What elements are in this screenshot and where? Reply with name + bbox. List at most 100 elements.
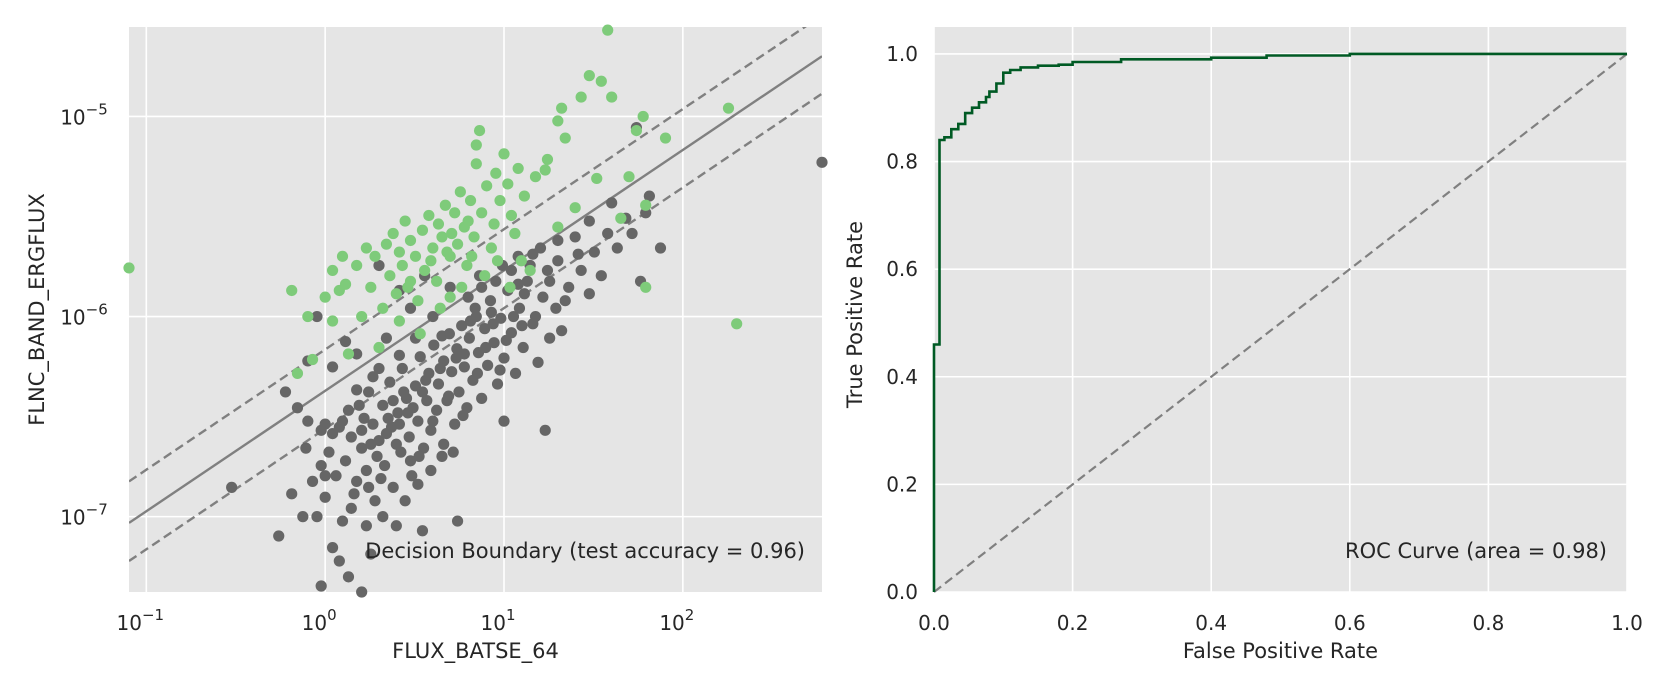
scatter-point bbox=[481, 180, 493, 192]
scatter-point bbox=[412, 415, 424, 427]
scatter-point bbox=[356, 442, 368, 454]
scatter-point bbox=[552, 115, 564, 127]
scatter-point bbox=[396, 259, 408, 272]
scatter-point bbox=[517, 341, 529, 354]
scatter-point bbox=[498, 415, 510, 427]
scatter-point bbox=[602, 24, 614, 36]
scatter-point bbox=[438, 438, 450, 450]
scatter-point bbox=[315, 459, 327, 472]
scatter-point bbox=[412, 295, 424, 307]
scatter-point bbox=[659, 132, 672, 144]
scatter-point bbox=[446, 366, 458, 378]
scatter-point bbox=[722, 102, 735, 114]
roc-plot-area bbox=[934, 27, 1627, 592]
scatter-point bbox=[365, 438, 377, 450]
scatter-point bbox=[358, 412, 370, 424]
scatter-point bbox=[449, 418, 461, 430]
scatter-point bbox=[326, 315, 339, 327]
scatter-point bbox=[416, 386, 429, 398]
scatter-point bbox=[498, 352, 510, 364]
scatter-point bbox=[432, 218, 445, 230]
scatter-point bbox=[351, 384, 363, 396]
scatter-point bbox=[588, 246, 600, 258]
scatter-point bbox=[311, 310, 323, 323]
scatter-x-axis-label: FLUX_BATSE_64 bbox=[392, 639, 559, 664]
scatter-point bbox=[479, 270, 491, 282]
scatter-point bbox=[494, 194, 506, 207]
scatter-point bbox=[326, 361, 339, 373]
scatter-point bbox=[336, 515, 349, 527]
scatter-point bbox=[363, 386, 375, 398]
scatter-point bbox=[427, 242, 439, 254]
scatter-point bbox=[637, 110, 649, 123]
scatter-point bbox=[446, 227, 458, 240]
roc-x-tick-label: 0.6 bbox=[1334, 611, 1366, 635]
scatter-point bbox=[392, 407, 404, 419]
scatter-point bbox=[387, 481, 399, 493]
scatter-point bbox=[507, 310, 520, 323]
scatter-point bbox=[427, 415, 439, 427]
scatter-point bbox=[300, 442, 312, 454]
scatter-point bbox=[502, 178, 514, 190]
scatter-point bbox=[306, 353, 319, 366]
roc-y-tick-label: 0.2 bbox=[886, 472, 918, 496]
scatter-point bbox=[484, 295, 497, 307]
scatter-points bbox=[123, 24, 828, 598]
scatter-point bbox=[640, 199, 652, 211]
roc-x-axis-label: False Positive Rate bbox=[1183, 639, 1378, 663]
scatter-point bbox=[527, 318, 539, 330]
scatter-point bbox=[563, 281, 575, 293]
scatter-point bbox=[326, 542, 339, 554]
scatter-point bbox=[360, 520, 372, 532]
scatter-point bbox=[390, 288, 402, 300]
roc-y-tick-label: 0.6 bbox=[886, 257, 918, 281]
scatter-point bbox=[476, 392, 488, 404]
scatter-point bbox=[323, 446, 335, 458]
scatter-point bbox=[390, 438, 402, 450]
scatter-point bbox=[583, 215, 595, 227]
scatter-point bbox=[442, 390, 455, 402]
scatter-point bbox=[527, 248, 539, 260]
scatter-point bbox=[491, 255, 504, 267]
scatter-point bbox=[643, 190, 655, 202]
scatter-point bbox=[404, 455, 417, 467]
scatter-point bbox=[403, 431, 415, 443]
scatter-point bbox=[509, 227, 521, 240]
scatter-point bbox=[375, 472, 387, 485]
scatter-point bbox=[427, 310, 439, 323]
roc-x-tick-label: 0.8 bbox=[1472, 611, 1504, 635]
scatter-point bbox=[393, 246, 405, 258]
scatter-point bbox=[544, 332, 556, 344]
scatter-point bbox=[454, 186, 466, 198]
scatter-point bbox=[436, 450, 448, 462]
scatter-point bbox=[297, 511, 309, 523]
scatter-point bbox=[123, 262, 135, 274]
scatter-point bbox=[509, 367, 522, 379]
scatter-point bbox=[444, 291, 456, 303]
scatter-point bbox=[412, 478, 424, 490]
scatter-point bbox=[434, 302, 446, 314]
scatter-point bbox=[377, 511, 389, 523]
scatter-point bbox=[404, 234, 417, 247]
scatter-point bbox=[518, 190, 530, 202]
scatter-point bbox=[451, 515, 464, 527]
scatter-point bbox=[436, 231, 448, 243]
roc-x-tick-label: 1.0 bbox=[1611, 611, 1643, 635]
scatter-point bbox=[342, 404, 355, 416]
scatter-point bbox=[306, 475, 319, 487]
scatter-point bbox=[319, 491, 331, 503]
scatter-point bbox=[611, 242, 623, 254]
scatter-point bbox=[463, 332, 475, 344]
scatter-y-tick-label: 10−7 bbox=[60, 501, 108, 530]
scatter-point bbox=[521, 275, 533, 287]
scatter-point bbox=[273, 530, 285, 542]
roc-y-tick-label: 1.0 bbox=[886, 42, 918, 66]
scatter-point bbox=[348, 488, 360, 500]
scatter-point bbox=[319, 418, 331, 430]
scatter-point bbox=[473, 124, 486, 137]
scatter-point bbox=[731, 318, 743, 330]
scatter-point bbox=[425, 424, 437, 436]
scatter-point bbox=[423, 209, 435, 222]
scatter-point bbox=[369, 495, 381, 507]
scatter-point bbox=[416, 224, 429, 236]
